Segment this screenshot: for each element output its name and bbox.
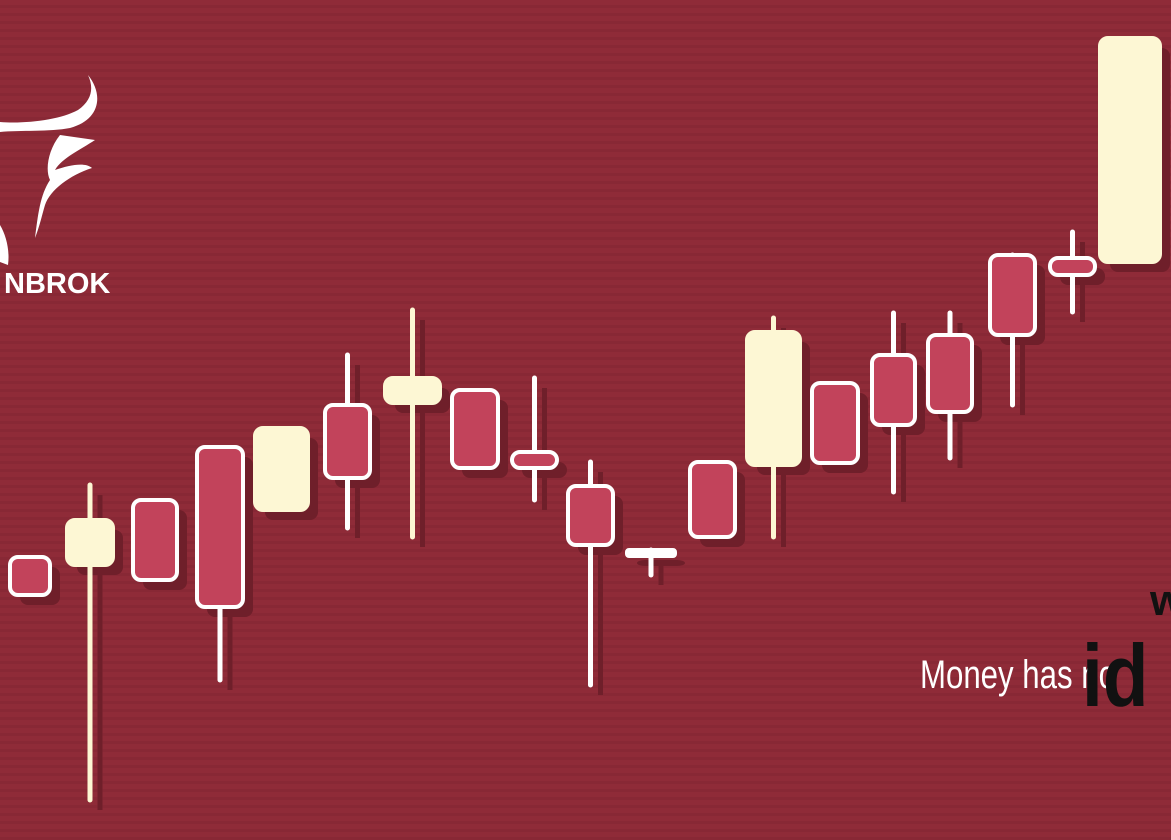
candle-body [385, 378, 440, 403]
candle-body [928, 335, 972, 412]
banner: NBROK Money has no id w [0, 0, 1171, 840]
candle-body [10, 557, 50, 595]
candle-body [990, 255, 1035, 335]
body-shadow [637, 560, 685, 566]
candle-body [255, 428, 308, 510]
candle-body [197, 447, 243, 607]
tagline-accent: w [1149, 576, 1171, 625]
candle-body [690, 462, 735, 537]
artwork: NBROK Money has no id w [0, 0, 1171, 840]
candle-body [872, 355, 915, 425]
candle-body [1100, 38, 1160, 262]
candle-body [627, 550, 675, 556]
logo-mark [0, 75, 97, 265]
tagline-emphasis: id [1082, 627, 1148, 725]
candle-body [133, 500, 177, 580]
candle-body [568, 486, 613, 545]
candle-body [325, 405, 370, 478]
candle-body [452, 390, 498, 468]
logo-text: NBROK [4, 268, 110, 300]
candle-body [512, 452, 557, 468]
candle-body [67, 520, 113, 565]
candle-body [1050, 258, 1095, 275]
candle-body [812, 383, 858, 463]
candle-body [747, 332, 800, 465]
